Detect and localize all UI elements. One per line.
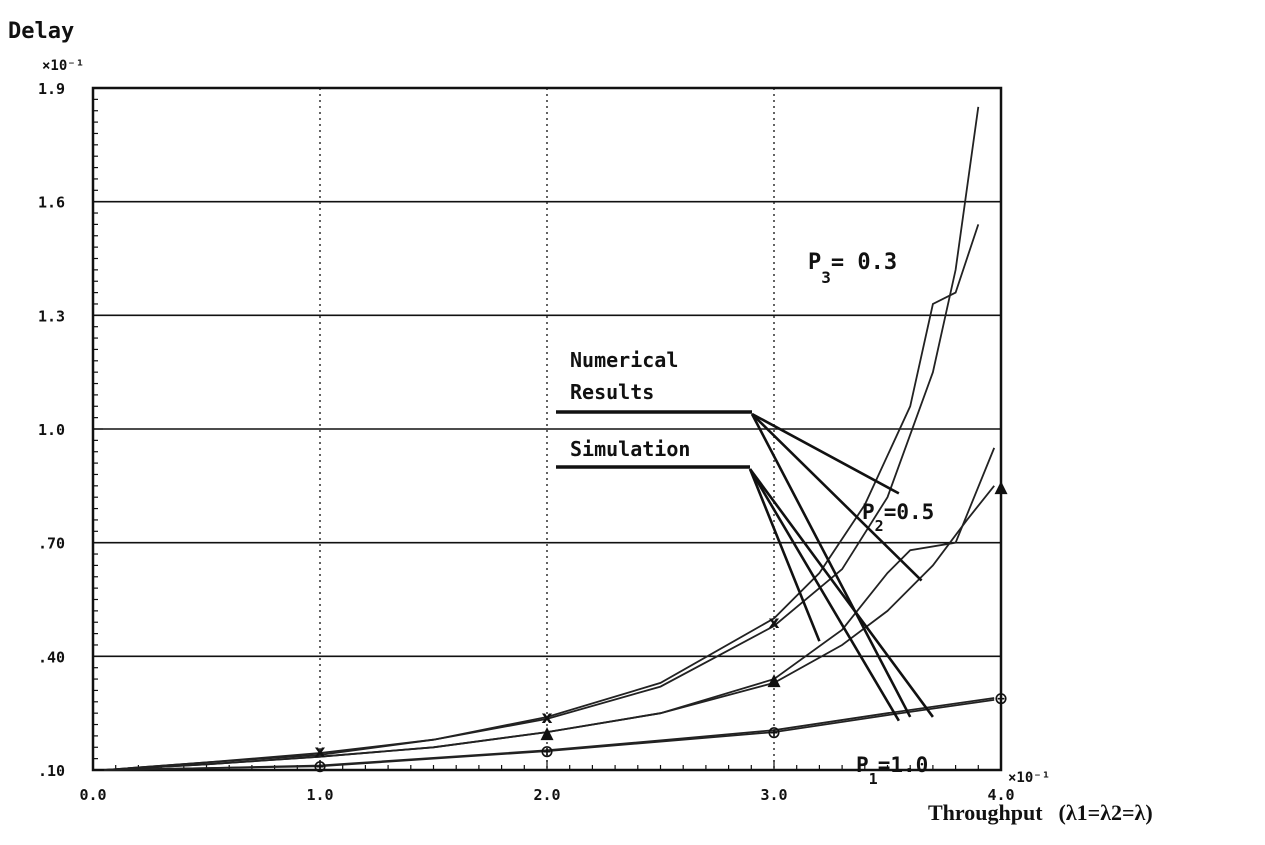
data-markers: xxx▲▲▲⊕⊕⊕⊕ <box>313 477 1009 777</box>
y-axis-label: Delay <box>8 19 74 44</box>
legend-numerical-line1: Numerical <box>570 348 678 372</box>
y-tick-label: .10 <box>38 762 65 780</box>
y-tick-label: 1.0 <box>38 421 65 439</box>
legend-numerical-line2: Results <box>570 380 654 404</box>
x-tick-label: 0.0 <box>79 786 106 804</box>
curve-label-p1: P1=1.0 <box>856 753 928 788</box>
data-marker: x <box>769 613 780 633</box>
y-tick-labels: .10 .40 .70 1.0 1.3 1.6 1.9 <box>38 80 65 780</box>
x-tick-label: 3.0 <box>760 786 787 804</box>
annotation-lines <box>556 410 934 722</box>
data-marker: ⊕ <box>313 757 327 777</box>
numerical-results-leader <box>751 412 900 495</box>
x-tick-label: 2.0 <box>533 786 560 804</box>
curve-label-p2: P2=0.5 <box>862 500 934 535</box>
numerical-results-leader <box>751 413 923 582</box>
data-marker: ⊕ <box>767 723 781 743</box>
y-tick-label: 1.6 <box>38 194 65 212</box>
data-marker: ⊕ <box>994 689 1008 709</box>
data-marker: ▲ <box>540 723 554 743</box>
y-tick-label: .70 <box>38 535 65 553</box>
data-marker: ⊕ <box>540 742 554 762</box>
gridlines <box>93 88 1001 770</box>
y-tick-label: 1.9 <box>38 80 65 98</box>
numerical-results-leader <box>750 413 912 718</box>
data-marker: x <box>315 742 326 762</box>
series-line <box>104 697 995 771</box>
series-line <box>104 447 996 771</box>
series-line <box>104 224 980 771</box>
simulation-leader <box>748 468 821 642</box>
simulation-leader <box>748 468 900 722</box>
x-tick-labels: 0.0 1.0 2.0 3.0 4.0 <box>79 786 1014 804</box>
y-tick-label: .40 <box>38 648 65 666</box>
series-line <box>104 106 980 771</box>
x-axis-label: Throughput (λ1=λ2=λ) <box>928 800 1153 825</box>
series-lines <box>104 106 996 771</box>
data-marker: ▲ <box>994 477 1008 497</box>
x-multiplier: ×10⁻¹ <box>1008 770 1050 786</box>
data-marker: ▲ <box>767 670 781 690</box>
y-multiplier: ×10⁻¹ <box>42 58 84 74</box>
y-tick-label: 1.3 <box>38 307 65 325</box>
curve-label-p3: P3= 0.3 <box>808 250 897 287</box>
data-marker: x <box>542 708 553 728</box>
legend-simulation: Simulation <box>570 437 690 461</box>
tick-marks <box>92 87 1002 771</box>
simulation-leader <box>748 468 934 718</box>
x-tick-label: 4.0 <box>987 786 1014 804</box>
x-tick-label: 1.0 <box>306 786 333 804</box>
